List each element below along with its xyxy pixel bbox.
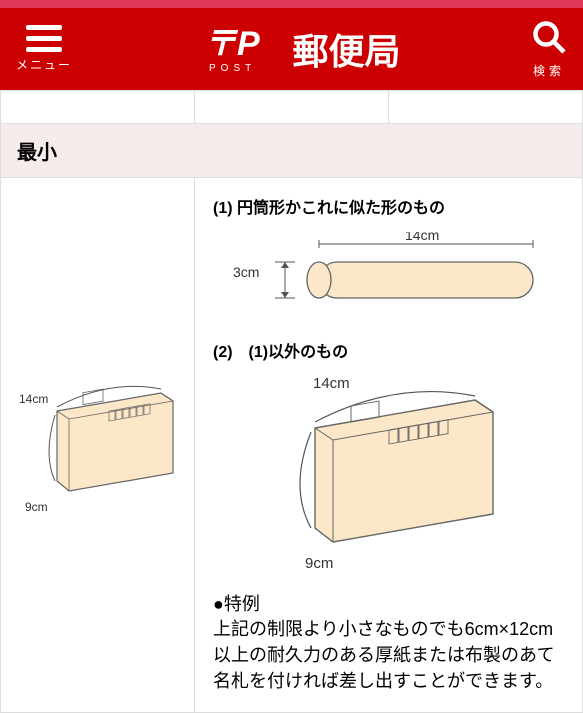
search-label: 検索 xyxy=(533,62,565,79)
left-figure-cell: 14cm 9cm xyxy=(1,178,195,712)
dim-14cm: 14cm xyxy=(313,375,350,392)
table-row xyxy=(0,90,583,124)
dim-9cm: 9cm xyxy=(25,500,48,514)
top-strip xyxy=(0,0,583,8)
cylinder-diagram: 3cm 14cm xyxy=(213,232,564,312)
svg-text:POST: POST xyxy=(209,63,256,73)
figure1-label: (1) 円筒形かこれに似た形のもの xyxy=(213,194,564,218)
dim-14cm: 14cm xyxy=(405,232,439,243)
site-title: 郵便局 xyxy=(293,23,401,75)
envelope-diagram-small: 14cm 9cm xyxy=(13,363,183,528)
envelope-diagram-large: 14cm 9cm xyxy=(213,372,564,572)
section-heading: 最小 xyxy=(0,124,583,178)
table-row: 14cm 9cm (1) 円筒形かこれに似た形のもの 3cm 14cm xyxy=(0,178,583,713)
svg-text:〒P: 〒P xyxy=(203,25,260,63)
search-icon xyxy=(531,19,567,60)
site-header: メニュー 〒P POST 郵便局 検索 xyxy=(0,8,583,90)
figure2-label: (2) (1)以外のもの xyxy=(213,338,564,362)
dim-3cm: 3cm xyxy=(233,264,259,280)
menu-label: メニュー xyxy=(16,56,72,73)
dim-9cm: 9cm xyxy=(305,555,333,572)
hamburger-icon xyxy=(26,25,62,52)
right-figure-cell: (1) 円筒形かこれに似た形のもの 3cm 14cm (2) (1 xyxy=(195,178,582,712)
jp-post-logo: 〒P POST xyxy=(203,25,281,73)
content-area: 最小 xyxy=(0,90,583,713)
search-button[interactable]: 検索 xyxy=(531,19,567,79)
menu-button[interactable]: メニュー xyxy=(16,25,72,73)
logo-area[interactable]: 〒P POST 郵便局 xyxy=(203,23,401,75)
note-body: 上記の制限より小さなものでも6cm×12cm以上の耐久力のある厚紙または布製のあ… xyxy=(213,616,564,694)
dim-14cm: 14cm xyxy=(19,392,48,406)
note-heading: ●特例 xyxy=(213,590,564,616)
